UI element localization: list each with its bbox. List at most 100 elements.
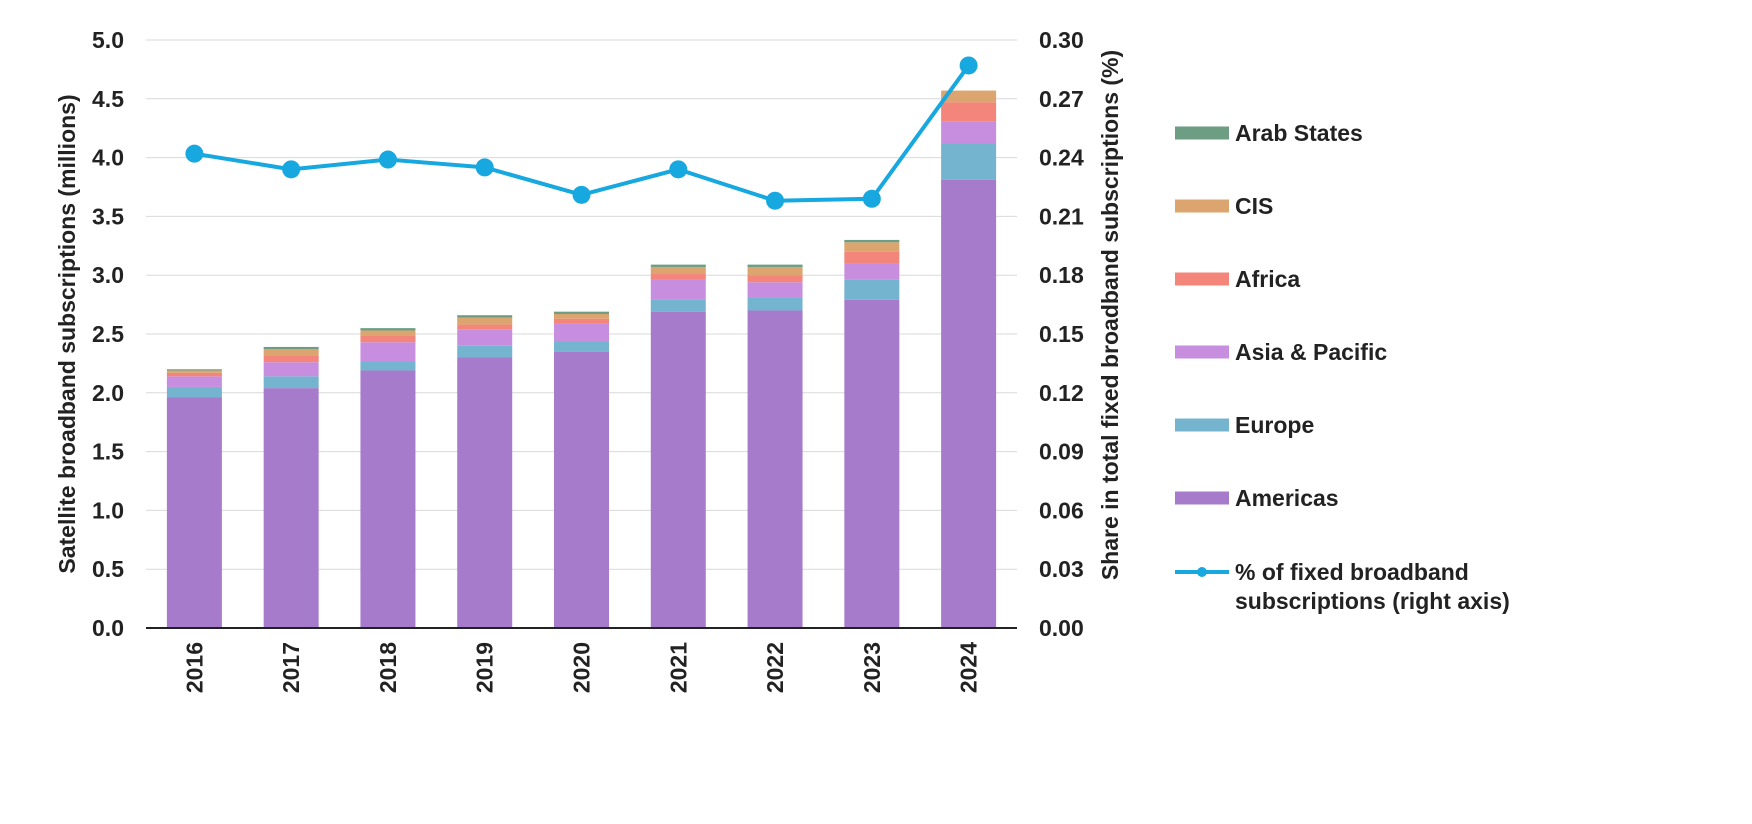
share-point-2020 — [572, 185, 591, 204]
legend-label: Arab States — [1235, 120, 1363, 146]
x-tick-label: 2023 — [859, 642, 885, 693]
bar-segment-europe — [747, 297, 803, 311]
bar-segment-cis — [747, 266, 803, 276]
y2-tick-label: 0.27 — [1039, 86, 1084, 112]
y-tick-label: 1.0 — [92, 497, 124, 523]
bar-segment-asia-pacific — [457, 329, 513, 346]
y-tick-label: 0.5 — [92, 556, 124, 582]
bar-segment-arab-states — [747, 264, 803, 267]
bar-segment-africa — [166, 372, 222, 377]
legend-item-arab-states: Arab States — [1175, 120, 1363, 146]
bar-segment-asia-pacific — [360, 342, 416, 362]
bar-segment-arab-states — [650, 264, 706, 267]
bar-stack-2018 — [360, 328, 416, 628]
bar-stack-2020 — [554, 311, 609, 628]
y-tick-label: 2.5 — [92, 321, 124, 347]
bar-segment-americas — [941, 179, 997, 628]
bar-segment-asia-pacific — [650, 279, 706, 300]
bar-segment-americas — [457, 357, 513, 628]
legend-label: Asia & Pacific — [1235, 339, 1387, 365]
y-tick-label: 5.0 — [92, 27, 124, 53]
legend-label: Africa — [1235, 266, 1300, 292]
bar-segment-arab-states — [166, 369, 222, 371]
bar-stack-2024 — [941, 90, 997, 628]
bar-segment-cis — [457, 317, 513, 325]
share-point-2018 — [378, 150, 397, 169]
bar-segment-europe — [844, 279, 900, 300]
bar-segment-cis — [360, 330, 416, 336]
bar-segment-americas — [650, 311, 706, 628]
x-tick-label: 2020 — [569, 642, 595, 693]
bar-segment-asia-pacific — [844, 263, 900, 280]
bar-segment-asia-pacific — [554, 323, 609, 342]
bar-segment-africa — [941, 102, 997, 122]
bar-segment-arab-states — [457, 315, 513, 318]
bar-segment-arab-states — [263, 346, 319, 350]
bar-segment-africa — [747, 275, 803, 283]
bar-segment-americas — [747, 310, 803, 628]
legend-swatch — [1175, 126, 1229, 140]
bar-segment-cis — [166, 370, 222, 373]
bar-segment-americas — [844, 299, 900, 628]
legend-line-marker — [1197, 567, 1207, 577]
legend-item--of-fixed-broadband: % of fixed broadband subscriptions (right… — [1175, 559, 1510, 614]
legend-swatch — [1175, 418, 1229, 432]
bar-segment-africa — [554, 318, 609, 324]
share-point-2019 — [475, 158, 494, 177]
bar-segment-asia-pacific — [747, 282, 803, 298]
bar-stack-2021 — [650, 264, 706, 628]
share-point-2016 — [185, 144, 204, 163]
y-tick-label: 3.5 — [92, 203, 124, 229]
bar-segment-africa — [650, 274, 706, 280]
x-tick-label: 2018 — [375, 642, 401, 693]
x-tick-label: 2024 — [956, 642, 982, 693]
y2-tick-label: 0.09 — [1039, 439, 1084, 465]
bar-segment-europe — [941, 143, 997, 180]
bar-stack-2017 — [263, 346, 319, 628]
y2-tick-label: 0.00 — [1039, 615, 1084, 641]
y-tick-label: 2.0 — [92, 380, 124, 406]
bar-stack-2019 — [457, 315, 513, 628]
y-tick-label: 3.0 — [92, 262, 124, 288]
bar-segment-africa — [360, 335, 416, 343]
share-point-2021 — [669, 160, 688, 179]
share-point-2024 — [959, 56, 978, 75]
x-tick-label: 2021 — [665, 642, 691, 693]
legend-item-europe: Europe — [1175, 412, 1314, 438]
bar-segment-americas — [166, 397, 222, 628]
legend-label: CIS — [1235, 193, 1273, 219]
y2-axis-title: Share in total fixed broadband subscript… — [1097, 50, 1123, 580]
bar-segment-cis — [554, 314, 609, 319]
share-point-2017 — [282, 160, 301, 179]
bar-segment-asia-pacific — [263, 362, 319, 377]
share-line-series — [185, 56, 978, 210]
y2-tick-label: 0.03 — [1039, 556, 1084, 582]
y-tick-label: 0.0 — [92, 615, 124, 641]
legend: Arab States CIS Africa Asia & Pacific Europe… — [1175, 120, 1510, 614]
bar-segment-americas — [554, 351, 609, 628]
y2-tick-label: 0.21 — [1039, 203, 1084, 229]
bar-segment-europe — [457, 345, 513, 358]
legend-item-asia-pacific: Asia & Pacific — [1175, 339, 1387, 365]
bar-segment-europe — [263, 376, 319, 389]
legend-label: % of fixed broadband — [1235, 559, 1469, 585]
x-tick-label: 2022 — [762, 642, 788, 693]
x-tick-label: 2019 — [472, 642, 498, 693]
bar-segment-europe — [554, 341, 609, 352]
legend-label-line2: subscriptions (right axis) — [1235, 588, 1510, 614]
share-point-2022 — [766, 191, 785, 210]
bar-segment-africa — [263, 355, 319, 363]
y-tick-label: 1.5 — [92, 439, 124, 465]
bar-segment-europe — [360, 361, 416, 371]
x-tick-label: 2017 — [278, 642, 304, 693]
legend-label: Americas — [1235, 485, 1339, 511]
bar-segment-cis — [263, 349, 319, 356]
bar-segment-americas — [263, 388, 319, 628]
bar-stack-2023 — [844, 239, 900, 628]
legend-swatch — [1175, 199, 1229, 213]
bar-segment-europe — [166, 386, 222, 398]
bar-stack-2016 — [166, 369, 222, 628]
share-point-2023 — [862, 189, 881, 208]
legend-item-africa: Africa — [1175, 266, 1300, 292]
